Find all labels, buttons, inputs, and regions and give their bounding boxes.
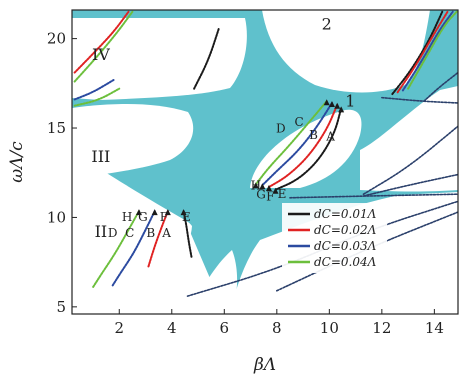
point-label-15: E [278, 187, 287, 201]
point-label-2: F [160, 210, 168, 224]
point-label-6: B [146, 226, 155, 240]
gap-region-IV [72, 18, 247, 100]
series-curve-7 [254, 100, 328, 186]
y-tick-label-1: 10 [47, 208, 66, 226]
series-curve-21 [362, 173, 458, 197]
point-label-7: A [161, 226, 171, 240]
point-label-9: C [295, 115, 304, 129]
point-label-11: A [325, 130, 335, 144]
point-label-10: B [309, 128, 318, 142]
region-label-0: IV [92, 45, 110, 64]
curve-endpoint-marker-11 [252, 182, 259, 189]
y-axis-label: ωΛ/c [7, 141, 27, 183]
curve-endpoint-marker-5 [334, 102, 341, 109]
x-tick-label-4: 10 [320, 319, 339, 337]
gap-region-III [72, 104, 194, 178]
curve-endpoint-marker-2 [151, 209, 158, 216]
point-label-12: H [251, 179, 261, 193]
point-label-14: F [266, 189, 274, 203]
series-curve-20 [362, 125, 458, 195]
axes: 2 4 6 8 10 12 14 5 10 15 20 [47, 30, 444, 337]
gap-region-right-upper [360, 86, 458, 192]
x-tick-label-6: 14 [425, 319, 444, 337]
curve-endpoint-marker-6 [328, 100, 335, 107]
legend-entry-1: dC=0.02Λ [314, 223, 377, 237]
legend-entry-3: dC=0.04Λ [314, 255, 377, 269]
curve-endpoint-marker-0 [180, 209, 187, 216]
curve-endpoint-marker-8 [272, 187, 279, 194]
region-label-2: II [95, 222, 108, 241]
curve-endpoint-marker-10 [259, 183, 266, 190]
point-label-8: D [276, 121, 286, 135]
series-curve-5 [267, 103, 339, 189]
gap-region-top-center [262, 10, 430, 93]
gap-region-II [74, 215, 192, 301]
series-curve-13 [401, 10, 454, 92]
legend-entry-2: dC=0.03Λ [314, 239, 377, 253]
series-curve-8 [193, 26, 221, 90]
y-tick-label-3: 20 [47, 30, 66, 48]
series-curve-12 [396, 10, 449, 94]
series-curve-14 [407, 10, 458, 90]
series-curve-22 [381, 96, 458, 104]
series-curve-16 [73, 87, 121, 107]
gap-region-bottom-center [190, 250, 238, 314]
x-tick-label-1: 4 [167, 319, 177, 337]
x-tick-label-5: 12 [372, 319, 391, 337]
series-curve-6 [261, 101, 333, 187]
series-curve-23 [423, 71, 458, 102]
series-curve-9 [73, 10, 130, 74]
region-label-3: 2 [322, 15, 332, 34]
y-tick-label-2: 15 [47, 119, 66, 137]
point-label-4: D [108, 226, 118, 240]
series-curve-4 [274, 107, 343, 191]
series-curve-19 [289, 193, 458, 199]
series-curve-2 [111, 210, 156, 287]
plot-frame [71, 9, 459, 315]
point-label-3: E [182, 210, 191, 224]
curve-endpoint-marker-7 [323, 99, 330, 106]
series-curve-11 [391, 10, 444, 96]
x-tick-label-0: 2 [114, 319, 124, 337]
series-curve-10 [73, 10, 134, 83]
point-label-13: G [256, 188, 266, 202]
gap-region-1 [250, 109, 362, 188]
band-region [72, 10, 458, 314]
region-label-4: 1 [345, 92, 355, 111]
x-axis-label: βΛ [253, 355, 276, 375]
region-label-1: III [91, 147, 110, 166]
x-tick-label-2: 6 [220, 319, 230, 337]
series-curve-15 [73, 78, 116, 101]
y-tick-label-0: 5 [56, 298, 66, 316]
point-label-0: H [122, 210, 132, 224]
x-tick-label-3: 8 [272, 319, 282, 337]
point-label-5: C [125, 226, 134, 240]
curve-endpoint-marker-9 [265, 185, 272, 192]
curve-endpoint-marker-1 [164, 209, 171, 216]
legend-entry-0: dC=0.01Λ [314, 207, 377, 221]
legend: dC=0.01Λ dC=0.02Λ dC=0.03Λ dC=0.04Λ [282, 203, 387, 273]
series-curve-3 [92, 210, 140, 289]
point-label-1: G [138, 210, 148, 224]
curve-endpoint-marker-3 [135, 209, 142, 216]
curve-endpoint-marker-4 [338, 106, 345, 113]
